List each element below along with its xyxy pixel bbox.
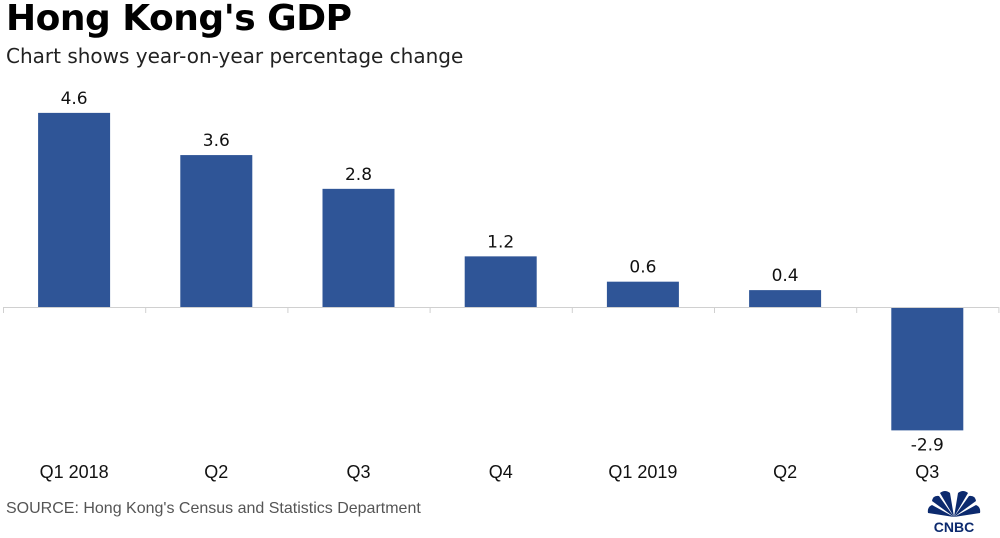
data-labels: 4.6 3.6 2.8 1.2 0.6 0.4 -2.9 xyxy=(61,89,944,456)
bar-chart: 4.63.62.81.20.6 0.4-2.9 Q1 2018 Q2 Q3 Q4 Q1 2… xyxy=(3,89,1000,482)
bar xyxy=(891,308,964,431)
data-label: 1.2 xyxy=(487,232,514,252)
data-label: 4.6 xyxy=(61,89,88,109)
category-label: Q3 xyxy=(346,462,370,482)
category-label: Q1 2019 xyxy=(608,462,677,482)
bar xyxy=(180,155,253,307)
bar xyxy=(606,281,679,307)
chart-title: Hong Kong's GDP xyxy=(6,0,352,39)
nbc-peacock-icon xyxy=(927,491,981,517)
data-label: 0.4 xyxy=(772,266,799,286)
bars-layer xyxy=(38,112,964,431)
bar xyxy=(749,290,822,307)
category-label: Q2 xyxy=(773,462,797,482)
bar xyxy=(464,256,537,307)
bar xyxy=(322,188,395,307)
cnbc-logo-text: CNBC xyxy=(934,519,974,535)
data-label: 2.8 xyxy=(345,165,372,185)
source-note: SOURCE: Hong Kong's Census and Statistic… xyxy=(6,500,421,517)
category-labels: Q1 2018 Q2 Q3 Q4 Q1 2019 Q2 Q3 xyxy=(40,462,940,482)
x-axis xyxy=(3,307,1000,313)
chart-subtitle: Chart shows year-on-year percentage chan… xyxy=(6,44,464,68)
category-label: Q1 2018 xyxy=(40,462,109,482)
bar xyxy=(38,112,111,307)
category-label: Q4 xyxy=(489,462,513,482)
category-label: Q3 xyxy=(915,462,939,482)
data-label: -2.9 xyxy=(911,435,944,455)
data-label: 0.6 xyxy=(629,258,656,278)
category-label: Q2 xyxy=(204,462,228,482)
cnbc-logo: CNBC xyxy=(927,491,981,535)
data-label: 3.6 xyxy=(203,131,230,151)
